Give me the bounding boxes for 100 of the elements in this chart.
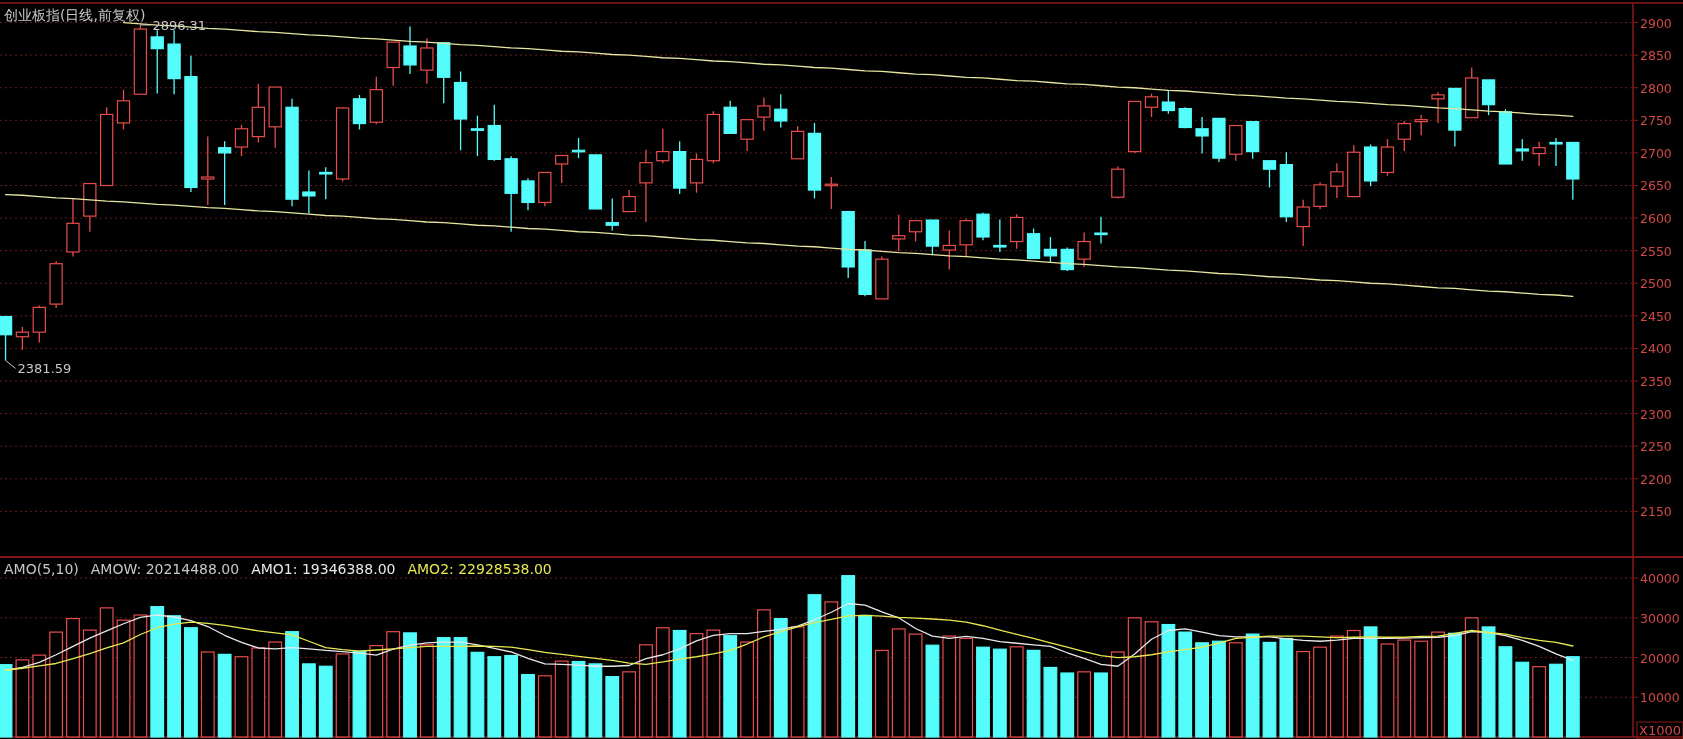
bar (184, 627, 198, 738)
bar (622, 671, 637, 738)
y-tick-label: 2750 (1640, 113, 1672, 129)
bar (1565, 656, 1580, 738)
chart-title: AMO(5,10) (4, 561, 79, 577)
y-axis-title: X1000 (1639, 723, 1681, 738)
bar (453, 637, 468, 738)
bar (15, 659, 30, 738)
bar (1144, 621, 1159, 738)
bar (554, 660, 569, 738)
bar (150, 606, 165, 738)
y-tick-label: 2200 (1640, 471, 1672, 487)
annotation: AMOW: 20214488.00 (90, 561, 240, 577)
bar (217, 653, 232, 738)
bar (1212, 640, 1226, 738)
bar (32, 654, 47, 738)
bar (824, 601, 839, 738)
bar (942, 635, 957, 738)
bar (1329, 635, 1344, 738)
bar (807, 594, 822, 738)
bar (891, 628, 906, 738)
bar (1363, 626, 1378, 738)
bar (234, 656, 249, 738)
bar (1026, 649, 1041, 738)
bar (1481, 626, 1496, 738)
y-tick-label: 2450 (1640, 308, 1672, 324)
bar (1414, 640, 1429, 738)
bar (1043, 666, 1058, 738)
y-tick-label: 2400 (1640, 341, 1672, 357)
bar (0, 664, 13, 738)
text: AMO2: 22928538.00 (407, 561, 552, 577)
bar (251, 647, 266, 738)
bar (790, 626, 805, 738)
y-tick-label: 2500 (1640, 276, 1672, 292)
bar (301, 663, 316, 738)
line-series (122, 21, 1574, 118)
bar (959, 637, 974, 738)
y-tick-label: 2150 (1640, 504, 1672, 520)
bar (1549, 663, 1563, 738)
annotation: 2381.59 (17, 361, 72, 377)
bar (116, 619, 131, 738)
bar (1228, 642, 1243, 738)
bar (403, 632, 417, 738)
bar (757, 609, 771, 738)
y-tick-label: 2350 (1640, 374, 1672, 390)
bar (925, 644, 940, 738)
bar (874, 649, 889, 738)
bar (285, 631, 299, 738)
bar (369, 645, 384, 738)
bar (521, 674, 535, 738)
bar (976, 646, 990, 738)
bar (1397, 639, 1412, 738)
y-tick-label: 2800 (1640, 80, 1672, 96)
bar (436, 637, 451, 738)
bar (1195, 642, 1209, 738)
bar (1262, 641, 1277, 738)
line-series (4, 614, 1574, 671)
bar (99, 607, 114, 738)
y-tick-label: 2300 (1640, 406, 1672, 422)
bar (858, 614, 872, 738)
bar (318, 665, 333, 738)
bar (200, 651, 215, 738)
bar (1515, 661, 1530, 738)
bar (268, 641, 283, 738)
y-tick-label: 2900 (1640, 15, 1672, 31)
bar (672, 629, 687, 738)
bar (723, 635, 738, 738)
bar (1178, 631, 1193, 738)
y-tick-label: 30000 (1640, 610, 1680, 626)
y-tick-label: 2550 (1640, 243, 1672, 259)
bar (49, 631, 64, 738)
bar (419, 644, 434, 738)
bar (1380, 643, 1395, 738)
y-tick-label: 2600 (1640, 211, 1672, 227)
bar (1060, 672, 1075, 738)
y-tick-label: 2650 (1640, 178, 1672, 194)
bar (706, 629, 721, 738)
bar (1431, 631, 1445, 738)
y-tick-label: 2700 (1640, 145, 1672, 161)
bar (1296, 650, 1311, 738)
bar (908, 633, 923, 738)
chart-title: 创业板指(日线,前复权) (4, 7, 146, 23)
bar (1077, 671, 1092, 738)
bar (470, 651, 485, 738)
y-tick-label: 20000 (1640, 650, 1680, 666)
bar (655, 627, 670, 738)
y-tick-label: 40000 (1640, 571, 1680, 587)
bar (133, 614, 148, 738)
bar (1313, 646, 1327, 738)
bar (1245, 633, 1260, 738)
bar (352, 650, 367, 738)
bar (66, 617, 80, 738)
bar (1094, 672, 1108, 738)
line-series (4, 193, 1574, 297)
bar (504, 654, 519, 738)
y-tick-label: 2850 (1640, 48, 1672, 64)
bar (1127, 617, 1142, 738)
bar (1346, 629, 1361, 738)
bar (740, 641, 754, 738)
bar (588, 663, 603, 738)
